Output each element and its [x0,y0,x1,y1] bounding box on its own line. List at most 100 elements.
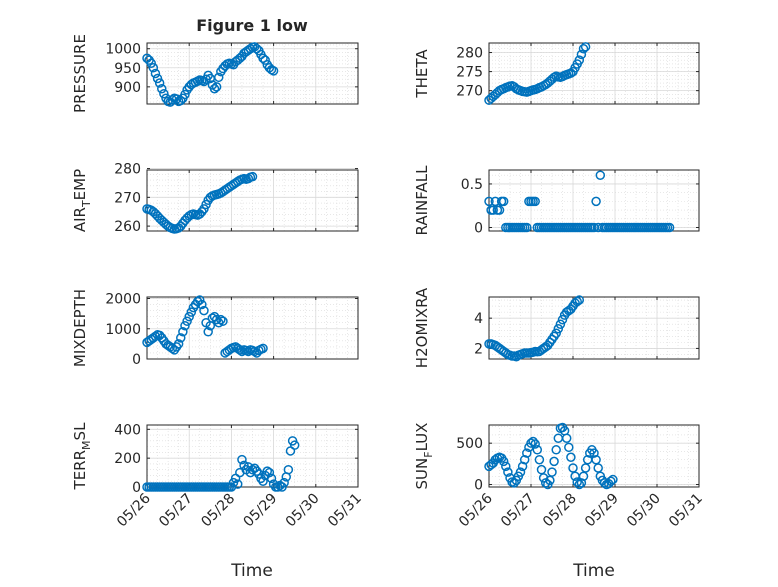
data-point [532,445,543,455]
data-point [578,43,589,54]
data-point [530,196,540,207]
data-point [498,456,509,467]
data-point [173,339,184,349]
x-tick-label: 05/30 [283,491,323,531]
data-point [203,327,213,337]
y-axis-label: H2OMIXRA [413,287,431,368]
x-tick-label: 05/28 [198,491,238,531]
axis-border [488,42,700,105]
data-point [150,331,161,342]
data-point [561,433,572,443]
y-tick-label: 1000 [105,322,141,338]
y-axis-label: AIRTEMP [71,169,93,232]
data-point [264,467,275,478]
data-point [547,467,557,477]
y-tick-label: 1000 [105,42,141,58]
data-point [528,436,538,447]
data-point [574,479,585,490]
data-point [526,438,536,448]
subplot-pressure: 900 950 1000 PRESSURE [71,34,359,113]
y-tick-label: 4 [474,311,483,327]
data-point [249,346,260,357]
x-tick-label: 05/30 [624,491,664,531]
data-point [266,473,277,484]
data-point [538,473,549,483]
y-axis-label: TERRMSL [71,422,93,491]
data-point [522,448,532,458]
data-point [218,316,228,326]
data-point [247,464,258,475]
y-tick-label: 0 [132,480,141,496]
x-tick-label: 05/26 [456,490,496,530]
y-tick-label: 0 [132,352,141,368]
data-point [501,461,511,472]
data-point [578,471,589,482]
x-axis-label-left: Time [230,561,273,581]
data-point [150,68,161,79]
data-point [595,170,606,180]
data-point [551,328,561,339]
data-point [572,477,582,487]
data-point [237,454,247,465]
data-point [180,320,190,331]
data-point [591,196,601,207]
data-point [171,94,182,104]
data-point [289,440,300,450]
data-point [576,478,587,488]
data-point [258,343,268,354]
y-tick-label: 0 [474,478,483,494]
data-point [184,311,194,322]
data-point [536,464,547,475]
data-point [148,63,159,73]
x-tick-label: 05/29 [582,491,622,531]
subplot-rainfall: 0 0.5 RAINFALL [413,165,700,237]
y-tick-label: 0 [474,221,483,237]
data-point [176,333,186,343]
x-tick-label: 05/26 [114,490,154,530]
data-point [576,49,587,60]
data-point [574,55,585,65]
y-tick-label: 280 [456,46,483,62]
data-point [484,196,494,207]
data-point [599,478,610,488]
y-tick-label: 400 [114,422,141,438]
data-point [551,445,561,455]
data-point [232,479,243,489]
data-point [555,319,566,329]
axis-border [488,296,700,360]
x-tick-label: 05/28 [540,491,580,531]
x-axis-label-right: Time [572,561,615,581]
y-tick-label: 200 [114,451,141,467]
data-point [209,84,220,94]
y-tick-label: 270 [114,190,141,206]
y-tick-label: 260 [114,219,141,235]
data-point [564,442,574,453]
data-point [530,439,540,449]
data-point [154,78,165,88]
data-point [273,482,283,492]
figure-title: Figure 1 low [196,16,308,35]
subplot-grid: 900 950 1000 PRESSURE 270 275 280 THETA 260 270 28… [71,34,706,530]
data-point [494,205,505,215]
data-point [180,89,190,100]
data-point [534,454,545,465]
data-point [157,84,167,94]
data-point [498,196,509,207]
x-tick-label: 05/31 [325,491,365,531]
subplot-mixdepth: 0 1000 2000 MIXDEPTH [71,289,359,368]
y-axis-label: RAINFALL [413,165,431,236]
data-point [197,299,207,310]
y-tick-label: 0.5 [461,177,483,193]
data-point [216,314,226,325]
data-point [213,72,224,83]
data-point [593,463,603,473]
y-axis-label: SUNFLUX [413,423,435,490]
data-point [178,327,188,337]
data-point [279,477,289,488]
data-point [258,476,268,486]
data-point [517,461,528,472]
axis-border [146,169,359,232]
data-point [519,454,530,465]
data-point [553,324,564,334]
data-point [247,171,258,182]
